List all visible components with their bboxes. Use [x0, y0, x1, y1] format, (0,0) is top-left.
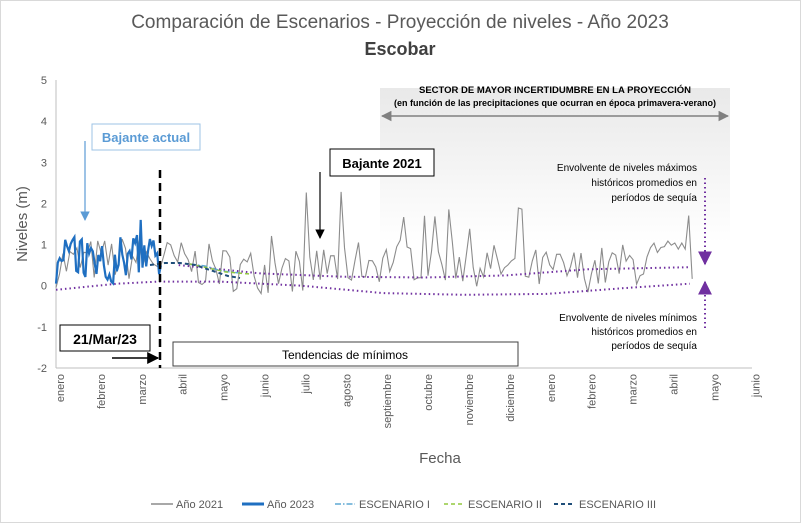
chart-title: Comparación de Escenarios - Proyección d… — [131, 12, 669, 33]
sector-subtitle: (en función de las precipitaciones que o… — [394, 98, 716, 108]
y-axis-label: Niveles (m) — [14, 186, 31, 262]
legend-label-2023: Año 2023 — [267, 499, 314, 511]
x-tick-label: junio — [260, 374, 272, 398]
envelope-min-note: Envolvente de niveles mínimos históricos… — [559, 313, 697, 352]
x-tick-label: diciembre — [505, 374, 517, 422]
x-tick-label: mayo — [709, 374, 721, 401]
x-tick-label: noviembre — [464, 374, 476, 425]
x-tick-label: agosto — [341, 374, 353, 407]
envelope-max-line-3: períodos de sequía — [611, 193, 697, 204]
cut-date-box — [59, 324, 151, 352]
legend-label-scenario-3: ESCENARIO III — [579, 499, 656, 511]
envelope-max-line-1: Envolvente de niveles máximos — [557, 163, 697, 174]
x-tick-label: abril — [669, 374, 681, 395]
legend-label-scenario-1: ESCENARIO I — [359, 499, 430, 511]
x-tick-label: enero — [55, 374, 67, 402]
envelope-max-line — [178, 264, 690, 279]
y-tick-label: 4 — [41, 116, 47, 128]
scenario-3-line — [149, 262, 241, 279]
y-tick-label: -1 — [37, 322, 47, 334]
bajante-actual-label: Bajante actual — [102, 130, 190, 145]
envelope-min-line-3: períodos de sequía — [611, 341, 697, 352]
y-tick-label: 1 — [41, 240, 47, 252]
x-tick-label: marzo — [628, 374, 640, 405]
bajante-2021-box — [329, 148, 435, 177]
series-line-2021 — [55, 191, 693, 296]
x-axis-label: Fecha — [419, 450, 461, 467]
x-tick-label: marzo — [137, 374, 149, 405]
legend-label-scenario-2: ESCENARIO II — [468, 499, 542, 511]
cut-date-label: 21/Mar/23 — [73, 331, 137, 347]
envelope-min-line-2: históricos promedios en — [591, 327, 697, 338]
y-tick-labels: 5 4 3 2 1 0 -1 -2 — [37, 75, 47, 375]
x-tick-label: enero — [546, 374, 558, 402]
legend: Año 2021 Año 2023 ESCENARIO I ESCENARIO … — [151, 499, 656, 511]
bajante-actual-box — [91, 123, 201, 151]
x-tick-label: febrero — [96, 374, 108, 409]
sector-title: SECTOR DE MAYOR INCERTIDUMBRE EN LA PROY… — [419, 84, 691, 96]
series-line-2023 — [54, 219, 162, 286]
x-tick-label: febrero — [587, 374, 599, 409]
tendencias-box — [172, 341, 519, 367]
envelope-max-note: Envolvente de niveles máximos históricos… — [557, 163, 698, 204]
x-tick-label: junio — [750, 374, 762, 398]
x-tick-label: julio — [300, 374, 312, 395]
y-tick-label: 3 — [41, 157, 47, 169]
x-tick-label: septiembre — [382, 374, 394, 428]
y-tick-label: 2 — [41, 198, 47, 210]
x-tick-label: octubre — [423, 374, 435, 411]
chart-subtitle: Escobar — [364, 39, 435, 59]
y-tick-label: -2 — [37, 363, 47, 375]
envelope-min-line — [55, 280, 690, 296]
envelope-max-line-2: históricos promedios en — [591, 178, 697, 189]
envelope-min-line-1: Envolvente de niveles mínimos — [559, 313, 697, 324]
bajante-2021-label: Bajante 2021 — [342, 156, 422, 171]
y-tick-label: 0 — [41, 281, 47, 293]
x-tick-label: mayo — [219, 374, 231, 401]
legend-label-2021: Año 2021 — [176, 499, 223, 511]
x-tick-label: abril — [178, 374, 190, 395]
x-tick-labels: enero febrero marzo abril mayo junio julio agos… — [55, 374, 762, 428]
y-tick-label: 5 — [41, 75, 47, 87]
tendencias-label: Tendencias de mínimos — [282, 348, 408, 362]
